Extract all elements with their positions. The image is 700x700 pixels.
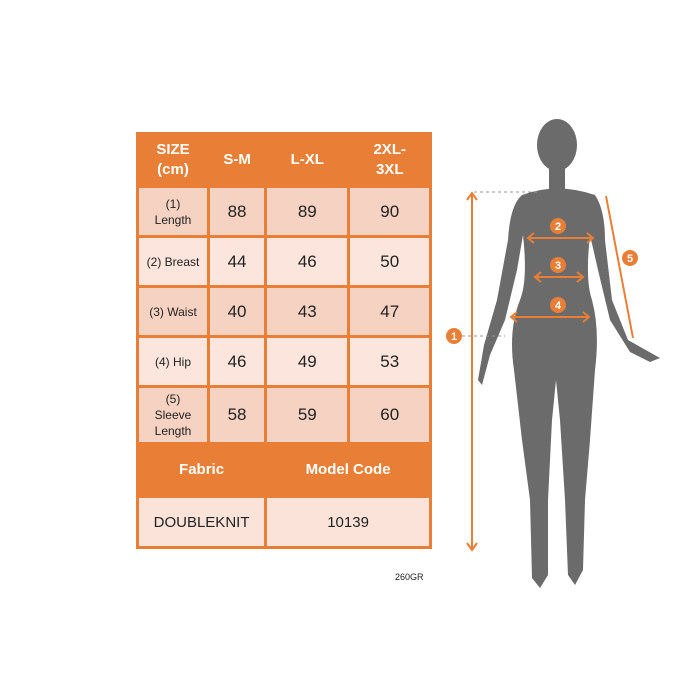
cell: 40 [206,285,268,338]
cell: 88 [206,185,268,238]
header-cell: Fabric [135,442,268,498]
header-row: SIZE (cm) S-M L-XL 2XL- 3XL [136,132,432,188]
fabric-value: DOUBLEKNIT [135,495,268,549]
cell: 53 [347,335,432,388]
cell: 89 [264,185,351,238]
marker-5 [622,250,638,266]
guide-lines [462,191,540,337]
marker-label: 1 [451,331,457,343]
row-label: (4) Hip [136,335,210,388]
cell: 47 [347,285,432,338]
table-row: (2) Breast 44 46 50 [136,235,432,288]
row-label: (1) Length [136,185,210,238]
table-row: (5) Sleeve Length 58 59 60 [136,385,432,445]
marker-2 [550,218,566,234]
table-row: (1) Length 88 89 90 [136,185,432,238]
cell: 43 [264,285,351,338]
header-cell: Model Code [264,442,432,498]
cell: 58 [206,385,268,445]
cell: 59 [264,385,351,445]
marker-label: 3 [555,260,561,272]
row-label: (2) Breast [136,235,210,288]
model-code-value: 10139 [264,495,432,549]
cell: 44 [206,235,268,288]
footer-value-row: DOUBLEKNIT 10139 [135,495,432,549]
cell: 46 [206,335,268,388]
marker-label: 4 [555,300,562,312]
cell: 50 [347,235,432,288]
cell: 46 [264,235,351,288]
weight-note: 260GR [395,572,424,582]
marker-3 [550,257,566,273]
row-label: (5) Sleeve Length [136,385,210,445]
marker-1 [446,328,462,344]
cell: 49 [264,335,351,388]
table-row: (3) Waist 40 43 47 [136,285,432,338]
header-cell: 2XL- 3XL [347,132,432,188]
measure-lines [466,191,634,552]
header-cell: S-M [206,132,268,188]
row-label: (3) Waist [136,285,210,338]
cell: 90 [347,185,432,238]
header-cell: SIZE (cm) [136,132,210,188]
table-row: (4) Hip 46 49 53 [136,335,432,388]
marker-label: 2 [555,221,561,233]
marker-label: 5 [627,253,633,265]
footer-header-row: Fabric Model Code [135,442,432,498]
marker-4 [550,297,566,313]
marker-badges [446,218,638,344]
silhouette [478,119,660,588]
header-cell: L-XL [264,132,351,188]
cell: 60 [347,385,432,445]
size-table: SIZE (cm) S-M L-XL 2XL- 3XL (1) Length 88… [135,132,432,549]
